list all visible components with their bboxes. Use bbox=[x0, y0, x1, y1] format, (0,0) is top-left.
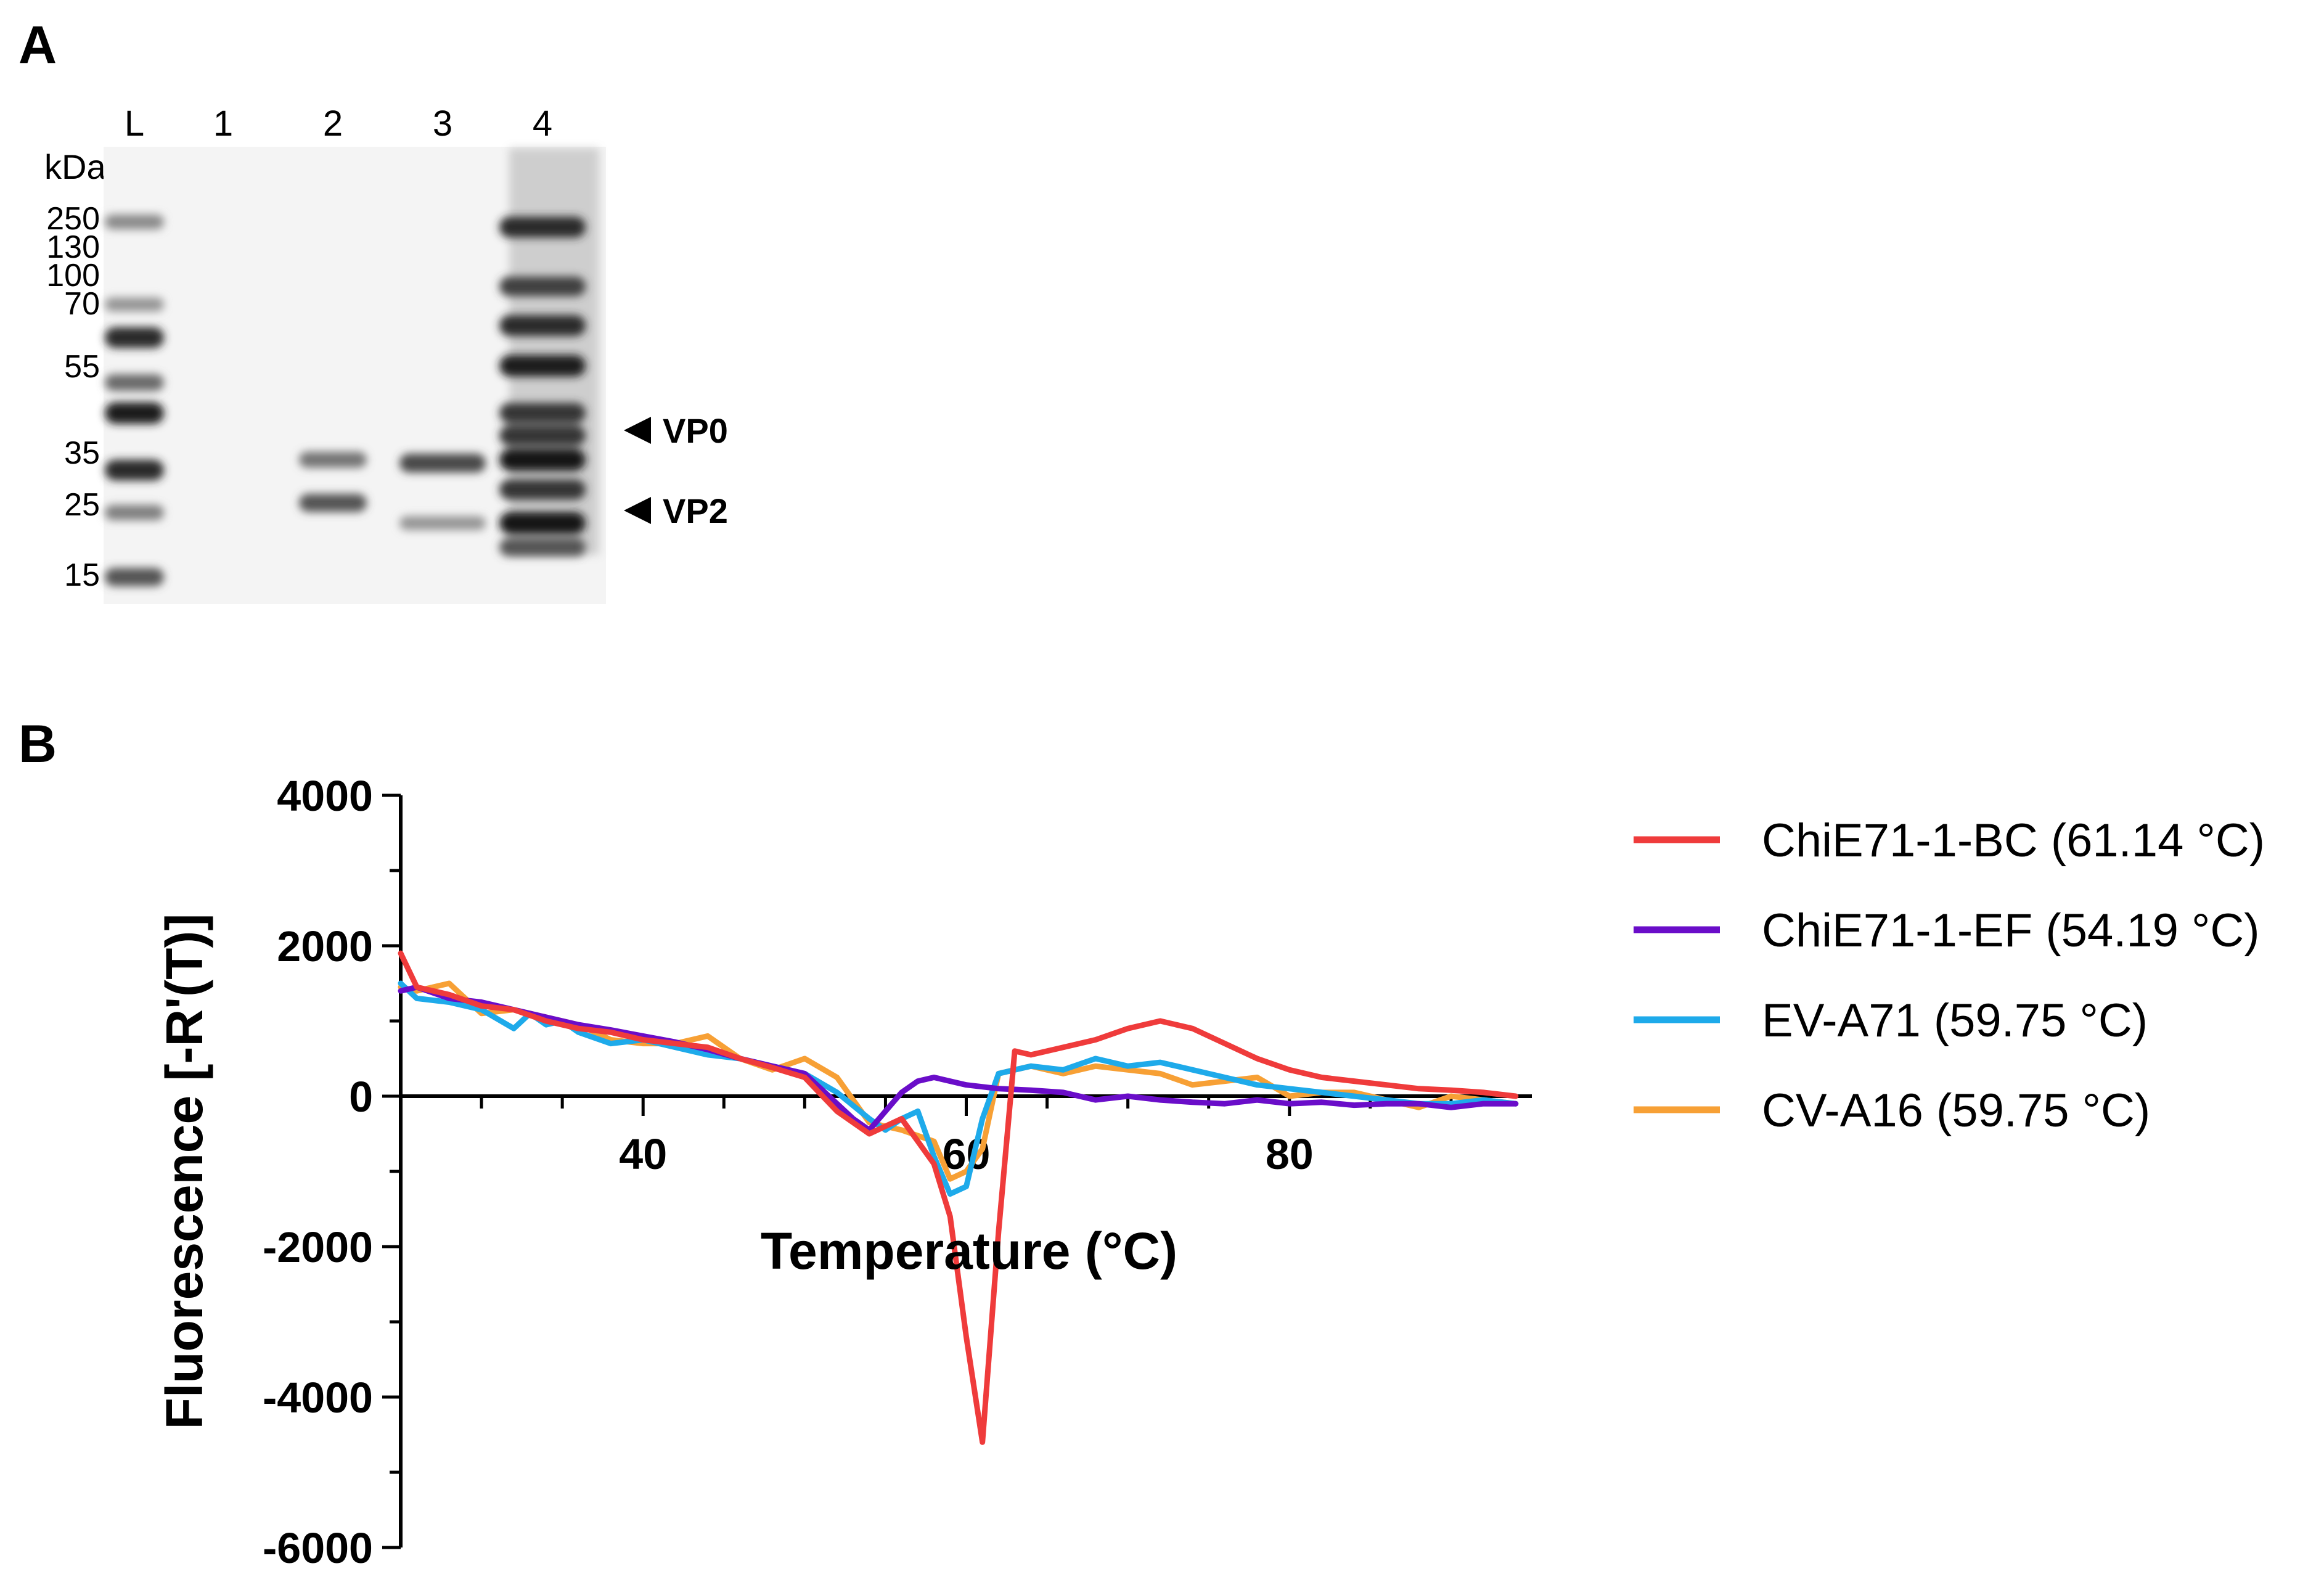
marker-label-25: 25 bbox=[64, 487, 100, 523]
legend-label-0: ChiE71-1-BC (61.14 °C) bbox=[1762, 814, 2265, 867]
marker-label-55: 55 bbox=[64, 349, 100, 385]
x-axis-title: Temperature (°C) bbox=[761, 1222, 1177, 1280]
blot-band-lane-4-0 bbox=[499, 216, 586, 238]
ladder-marker-labels: 250 130 100 70 55 35 25 15 bbox=[46, 201, 100, 593]
lane-label-3: 3 bbox=[433, 104, 452, 144]
x-tick-label: 40 bbox=[619, 1130, 667, 1178]
series-line-1 bbox=[398, 984, 1519, 1133]
blot-band-lane-4-8 bbox=[499, 512, 586, 535]
panel-a-letter: A bbox=[18, 15, 57, 75]
panel-a: A L 1 2 3 4 kDa 250 130 100 70 55 35 25 … bbox=[18, 15, 728, 604]
x-ticks: 40 60 80 bbox=[480, 1096, 1453, 1178]
blot-band-lane-l-1 bbox=[105, 297, 164, 312]
marker-label-100: 100 bbox=[46, 258, 100, 293]
x-tick-label: 80 bbox=[1266, 1130, 1314, 1178]
marker-label-70: 70 bbox=[64, 286, 100, 322]
blot-band-lane-4-3 bbox=[499, 355, 586, 377]
blot-band-lane-4-9 bbox=[499, 538, 586, 557]
panel-b: B 4000 2000 0 -2000 -4000 -6000 40 60 80 Temper… bbox=[18, 715, 2265, 1572]
blot-band-lane-4-4 bbox=[499, 403, 586, 424]
marker-label-130: 130 bbox=[46, 229, 100, 265]
y-axis-title: Fluorescence [-R'(T)] bbox=[155, 914, 213, 1430]
blot-band-lane-l-2 bbox=[105, 327, 164, 348]
lane-label-2: 2 bbox=[323, 104, 343, 144]
blot-band-lane-4-7 bbox=[499, 479, 586, 500]
y-tick-label: 2000 bbox=[277, 922, 373, 970]
panel-b-letter: B bbox=[18, 715, 57, 774]
blot-bands bbox=[105, 215, 586, 586]
vp2-arrow-icon bbox=[624, 497, 651, 524]
blot-band-lane-4-6 bbox=[499, 448, 586, 471]
blot-band-lane-l-6 bbox=[105, 504, 164, 520]
blot-band-lane-3-1 bbox=[399, 516, 486, 530]
blot-band-lane-4-5 bbox=[499, 425, 586, 446]
blot-band-lane-3-0 bbox=[399, 453, 486, 473]
y-ticks: 4000 2000 0 -2000 -4000 -6000 bbox=[263, 772, 401, 1572]
legend-label-2: EV-A71 (59.75 °C) bbox=[1762, 994, 2148, 1047]
y-tick-label: 4000 bbox=[277, 772, 373, 820]
lane-label-1: 1 bbox=[213, 104, 233, 144]
blot-band-lane-4-2 bbox=[499, 315, 586, 336]
blot-band-lane-l-7 bbox=[105, 568, 164, 586]
y-tick-label: 0 bbox=[349, 1073, 373, 1121]
vp0-arrow-icon bbox=[624, 417, 651, 444]
chart: 4000 2000 0 -2000 -4000 -6000 40 60 80 Temperat… bbox=[155, 772, 1532, 1572]
blot-band-lane-2-1 bbox=[299, 493, 367, 512]
y-tick-label: -4000 bbox=[263, 1374, 373, 1422]
marker-label-35: 35 bbox=[64, 435, 100, 471]
vp2-label: VP2 bbox=[663, 491, 728, 530]
blot-band-lane-2-0 bbox=[299, 451, 367, 468]
blot-band-lane-l-3 bbox=[105, 374, 164, 391]
y-tick-label: -2000 bbox=[263, 1223, 373, 1271]
legend: ChiE71-1-BC (61.14 °C) ChiE71-1-EF (54.19… bbox=[1634, 814, 2265, 1137]
y-tick-label: -6000 bbox=[263, 1524, 373, 1572]
lane-label-4: 4 bbox=[533, 104, 552, 144]
vp0-label: VP0 bbox=[663, 411, 728, 450]
blot-band-lane-4-1 bbox=[499, 276, 586, 297]
legend-label-1: ChiE71-1-EF (54.19 °C) bbox=[1762, 904, 2260, 957]
lane-label-l: L bbox=[125, 104, 144, 144]
blot-band-lane-l-4 bbox=[105, 402, 164, 424]
blot-band-lane-l-0 bbox=[105, 215, 164, 229]
marker-label-15: 15 bbox=[64, 557, 100, 593]
blot-band-lane-l-5 bbox=[105, 459, 164, 481]
marker-label-250: 250 bbox=[46, 201, 100, 237]
series-lines bbox=[398, 950, 1519, 1445]
legend-label-3: CV-A16 (59.75 °C) bbox=[1762, 1084, 2150, 1137]
kda-unit-label: kDa bbox=[44, 147, 106, 186]
series-line-0 bbox=[398, 950, 1519, 1445]
